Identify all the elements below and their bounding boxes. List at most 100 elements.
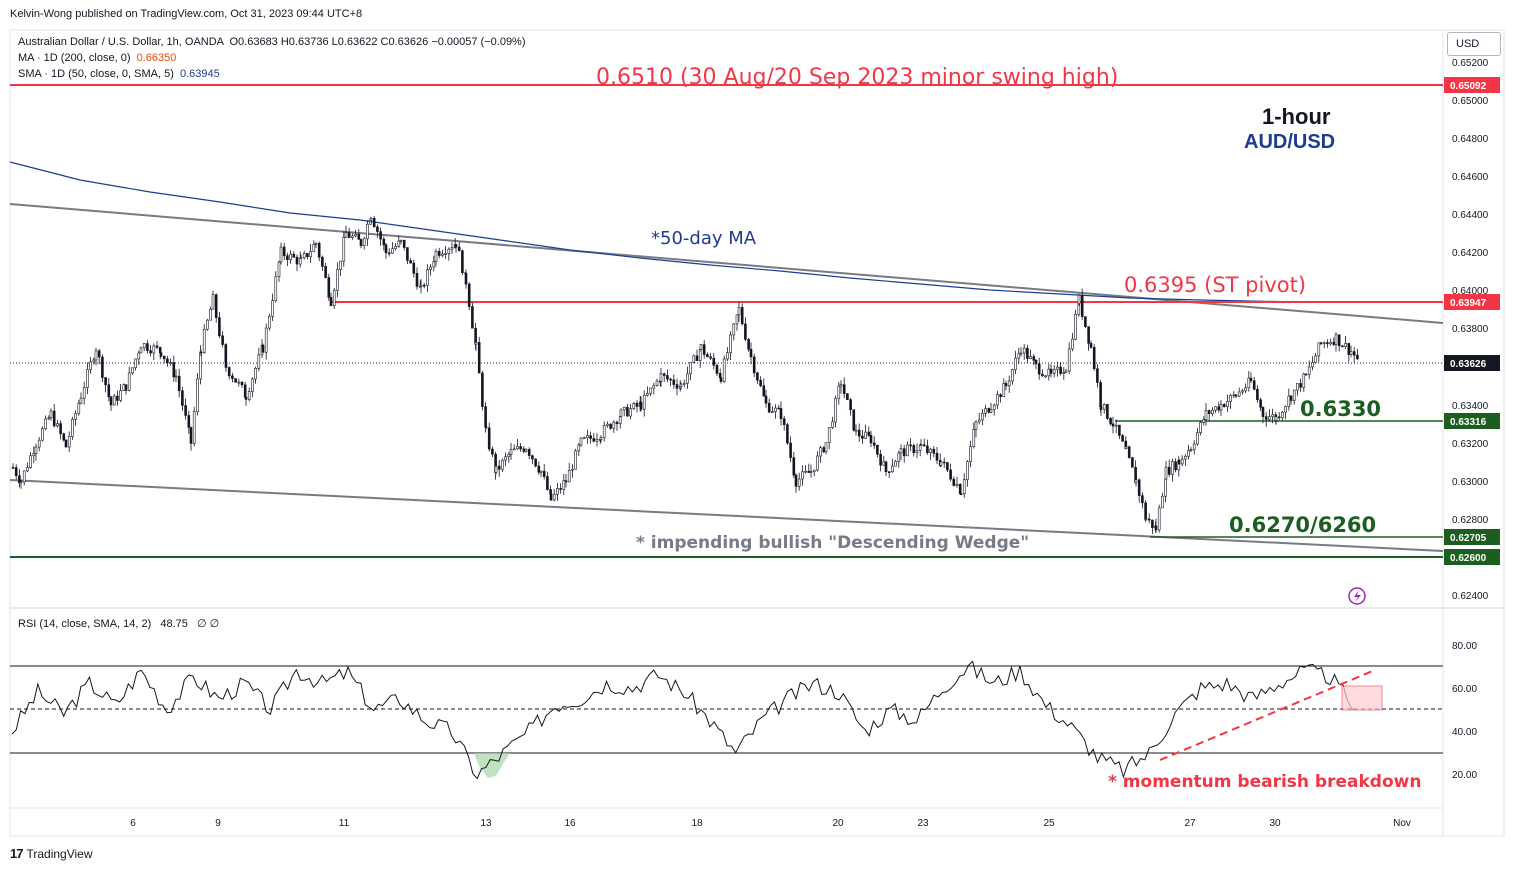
candle-body: [507, 454, 511, 458]
candle-body: [1084, 316, 1087, 327]
candle-body: [546, 476, 549, 490]
candle-body: [702, 344, 706, 355]
candle-body: [726, 352, 729, 360]
symbol-legend[interactable]: Australian Dollar / U.S. Dollar, 1h, OAN…: [18, 36, 526, 48]
candle-body: [1344, 343, 1347, 347]
candle-body: [221, 335, 224, 345]
candle-body: [332, 290, 336, 306]
candle-body: [1037, 363, 1041, 375]
candle-body: [1019, 352, 1023, 355]
sma-value: 0.63945: [179, 68, 220, 80]
candle-body: [939, 461, 943, 466]
candle-body: [579, 437, 583, 446]
candle-body: [1211, 409, 1214, 414]
candle-body: [516, 446, 519, 450]
candle-body: [649, 387, 652, 394]
candle-body: [812, 469, 816, 473]
candle-body: [1134, 479, 1138, 484]
candle-body: [52, 410, 56, 427]
candle-body: [682, 382, 686, 385]
candle-body: [752, 356, 756, 374]
candle-body: [759, 379, 762, 387]
candle-body: [827, 427, 831, 443]
candle-body: [211, 294, 215, 310]
candle-body: [1229, 395, 1232, 402]
price-tag-0-6330: 0.63316: [1450, 417, 1487, 428]
candle-body: [372, 218, 376, 228]
candle-body: [1281, 411, 1284, 419]
candle-body: [369, 218, 373, 221]
candle-body: [1164, 466, 1168, 480]
price-tick-label: 0.64600: [1452, 172, 1489, 183]
candle-body: [592, 438, 596, 442]
candle-body: [974, 421, 978, 430]
candle-body: [447, 248, 451, 254]
candle-body: [807, 470, 811, 473]
time-tick-label: 11: [339, 818, 350, 829]
currency-button[interactable]: USD: [1447, 32, 1501, 56]
candle-body: [882, 461, 886, 466]
candle-body: [302, 253, 306, 259]
candle-body: [1174, 461, 1177, 471]
candle-body: [329, 296, 333, 306]
candle-body: [1096, 368, 1099, 383]
sma-legend[interactable]: SMA · 1D (50, close, 0, SMA, 5) 0.63945: [18, 68, 220, 80]
candle-body: [295, 256, 299, 265]
candle-body: [457, 246, 461, 252]
candle-body: [1326, 342, 1329, 345]
candle-body: [747, 339, 750, 350]
candle-body: [504, 456, 507, 461]
candle-body: [139, 347, 143, 354]
candle-body: [919, 444, 923, 446]
candle-body: [955, 484, 959, 486]
candle-body: [824, 442, 828, 453]
candle-body: [926, 445, 929, 454]
ma-value: 0.66350: [136, 52, 177, 64]
candle-body: [779, 408, 783, 420]
ma-legend[interactable]: MA · 1D (200, close, 0) 0.66350: [18, 52, 176, 64]
candle-body: [422, 284, 426, 287]
price-tick-label: 0.62400: [1452, 591, 1489, 602]
candle-body: [1314, 355, 1317, 363]
candle-body: [181, 390, 184, 406]
candle-body: [834, 397, 837, 423]
candle-body: [1022, 347, 1026, 354]
rsi-legend[interactable]: RSI (14, close, SMA, 14, 2) 48.75 ∅ ∅: [18, 617, 219, 630]
candle-body: [1064, 370, 1068, 373]
candle-body: [1292, 389, 1296, 401]
candle-body: [29, 455, 32, 468]
candle-body: [86, 369, 89, 388]
candle-body: [646, 393, 649, 396]
candle-body: [891, 465, 894, 473]
candle-body: [852, 409, 856, 431]
candle-body: [206, 319, 209, 330]
candle-body: [599, 437, 603, 440]
candle-body: [286, 255, 289, 260]
candle-body: [1232, 394, 1236, 397]
candle-body: [1080, 294, 1084, 317]
candle-body: [969, 446, 972, 463]
candle-body: [552, 493, 556, 501]
candle-body: [1026, 347, 1029, 359]
swing-high-annotation: 0.6510 (30 Aug/20 Sep 2023 minor swing h…: [596, 65, 1118, 90]
candle-body: [672, 379, 676, 385]
candle-body: [809, 471, 813, 474]
candle-body: [1192, 443, 1196, 450]
candle-body: [1164, 478, 1167, 497]
candle-body: [124, 384, 128, 391]
candle-body: [712, 357, 716, 366]
candle-body: [1049, 368, 1053, 374]
candle-body: [1256, 389, 1259, 401]
candle-body: [531, 455, 534, 460]
candle-body: [876, 444, 879, 455]
candle-body: [384, 244, 388, 254]
candle-body: [662, 373, 666, 376]
lightning-icon[interactable]: [1348, 587, 1366, 605]
timeframe-annotation: 1-hour: [1262, 104, 1331, 129]
price-tag-0-6260: 0.62600: [1450, 553, 1487, 564]
candle-body: [686, 373, 689, 384]
rsi-tick-label: 40.00: [1452, 727, 1477, 738]
candle-body: [32, 453, 36, 457]
candle-body: [71, 419, 74, 437]
tradingview-brand[interactable]: 17 TradingView: [10, 846, 93, 861]
